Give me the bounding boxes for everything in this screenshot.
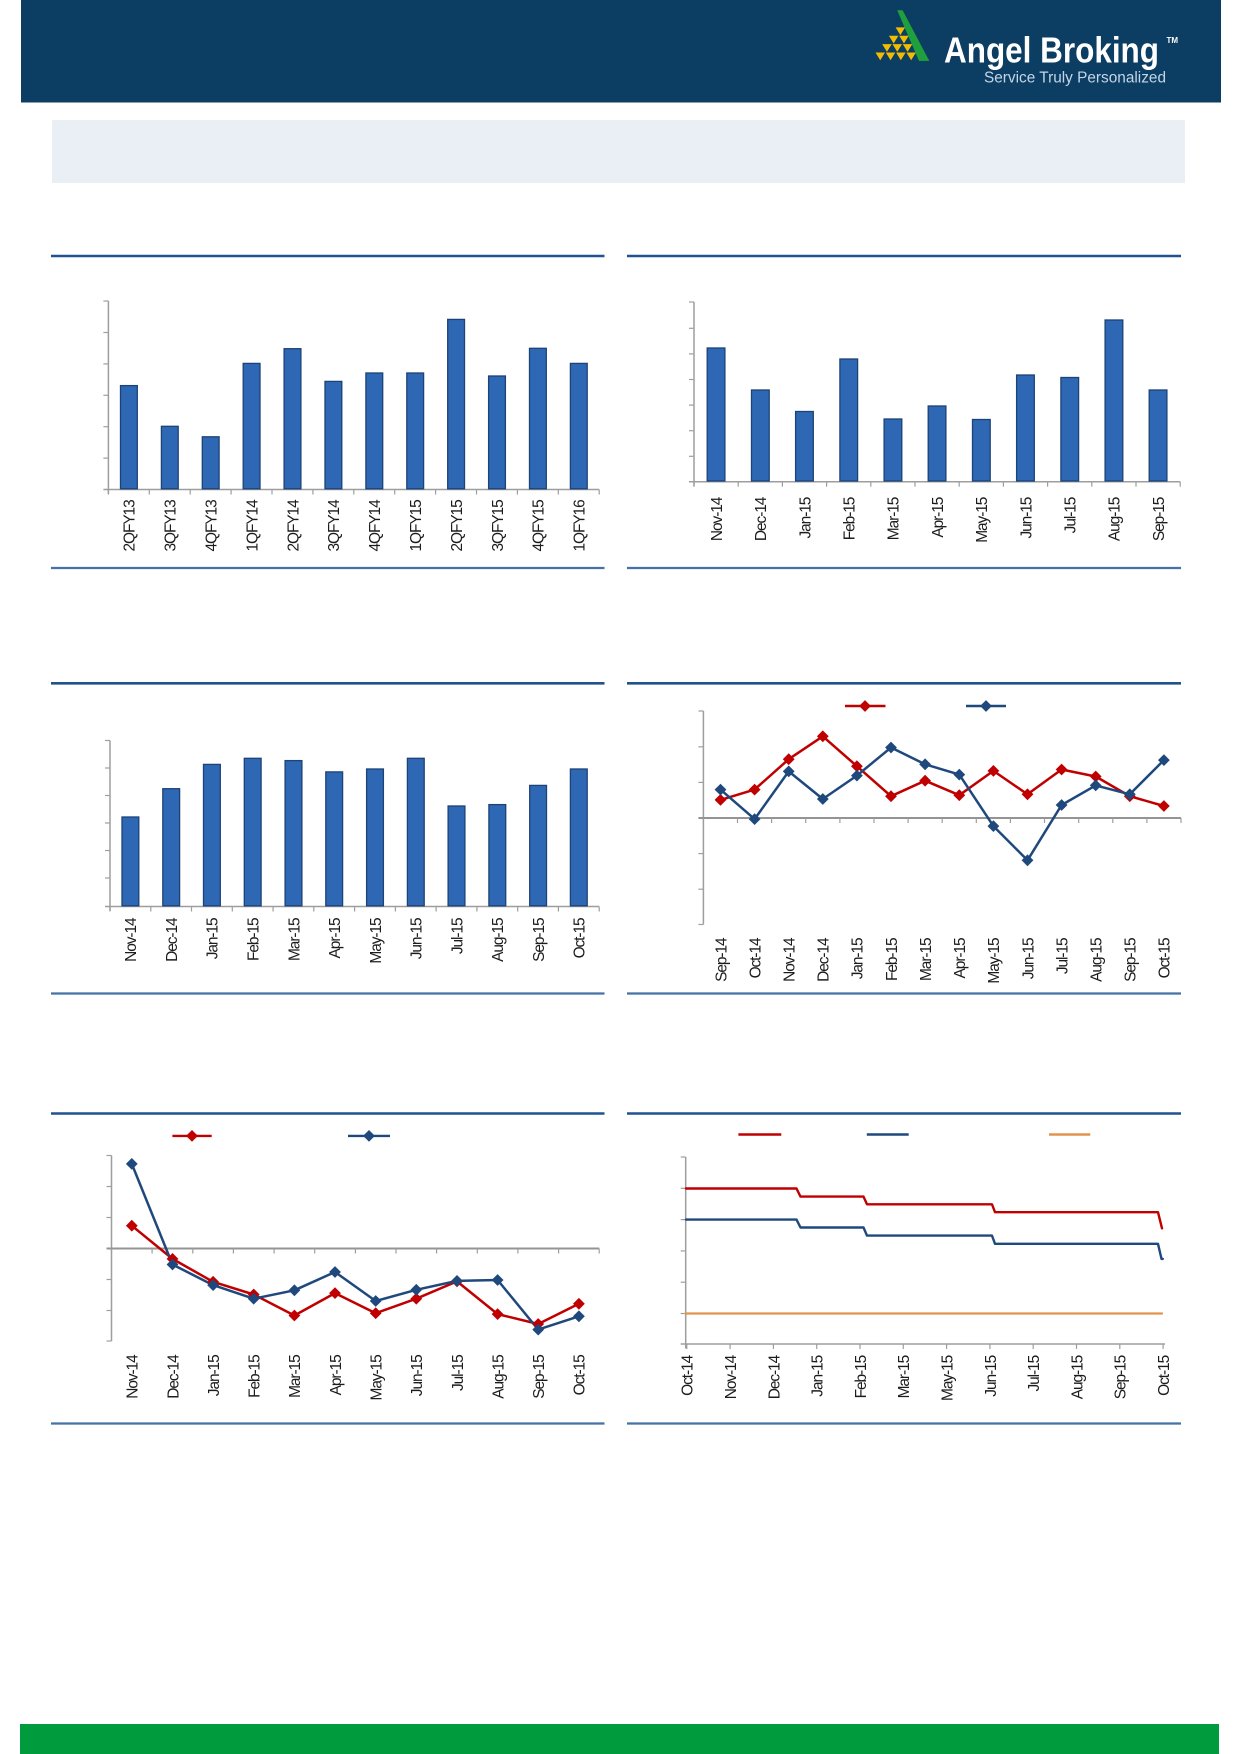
svg-text:Feb-15: Feb-15 — [247, 1355, 264, 1398]
svg-text:3QFY15: 3QFY15 — [490, 500, 507, 552]
svg-text:Jan-15: Jan-15 — [797, 497, 814, 538]
svg-text:Nov-14: Nov-14 — [123, 917, 140, 962]
svg-text:Apr-15: Apr-15 — [328, 1355, 345, 1395]
svg-text:Feb-15: Feb-15 — [842, 497, 859, 540]
svg-text:3QFY14: 3QFY14 — [326, 499, 343, 552]
svg-text:Nov-14: Nov-14 — [723, 1354, 740, 1399]
svg-text:Apr-15: Apr-15 — [327, 918, 344, 958]
svg-text:Sep-15: Sep-15 — [1113, 1355, 1130, 1399]
svg-text:Aug-15: Aug-15 — [490, 918, 507, 962]
svg-text:Mar-15: Mar-15 — [286, 918, 303, 961]
svg-text:Nov-14: Nov-14 — [709, 496, 726, 541]
svg-text:Nov-14: Nov-14 — [125, 1354, 142, 1399]
svg-text:Aug-15: Aug-15 — [490, 1355, 507, 1399]
svg-text:Jun-15: Jun-15 — [1018, 497, 1035, 538]
svg-text:Mar-15: Mar-15 — [287, 1355, 304, 1398]
svg-text:Oct-15: Oct-15 — [572, 1355, 589, 1395]
svg-text:4QFY13: 4QFY13 — [204, 500, 221, 552]
svg-text:Jun-15: Jun-15 — [1020, 938, 1037, 979]
svg-text:Jan-15: Jan-15 — [850, 938, 867, 979]
svg-text:Oct-15: Oct-15 — [1157, 938, 1174, 978]
svg-text:Mar-15: Mar-15 — [886, 497, 903, 540]
svg-text:Dec-14: Dec-14 — [165, 1354, 182, 1399]
svg-text:Feb-15: Feb-15 — [246, 918, 263, 961]
svg-text:2QFY13: 2QFY13 — [122, 500, 139, 552]
svg-text:Sep-15: Sep-15 — [531, 918, 548, 962]
svg-text:Mar-15: Mar-15 — [918, 938, 935, 981]
svg-text:Jun-15: Jun-15 — [409, 1355, 426, 1396]
svg-text:May-15: May-15 — [974, 497, 991, 543]
svg-text:Oct-15: Oct-15 — [572, 918, 589, 958]
svg-text:Sep-15: Sep-15 — [531, 1355, 548, 1399]
svg-text:May-15: May-15 — [940, 1355, 957, 1401]
svg-text:Oct-15: Oct-15 — [1156, 1355, 1173, 1395]
svg-text:Jun-15: Jun-15 — [409, 918, 426, 959]
svg-text:May-15: May-15 — [369, 1355, 386, 1401]
svg-text:Dec-14: Dec-14 — [164, 917, 181, 962]
svg-text:Dec-14: Dec-14 — [766, 1354, 783, 1399]
svg-text:Mar-15: Mar-15 — [896, 1355, 913, 1398]
svg-text:Dec-14: Dec-14 — [753, 496, 770, 541]
svg-text:Jul-15: Jul-15 — [1063, 497, 1080, 533]
svg-text:May-15: May-15 — [986, 938, 1003, 984]
svg-text:Jan-15: Jan-15 — [206, 1355, 223, 1396]
svg-text:Feb-15: Feb-15 — [853, 1355, 870, 1398]
svg-text:Jan-15: Jan-15 — [810, 1355, 827, 1396]
svg-text:1QFY16: 1QFY16 — [572, 500, 589, 552]
svg-text:Aug-15: Aug-15 — [1107, 497, 1124, 541]
svg-text:Feb-15: Feb-15 — [884, 938, 901, 981]
svg-text:Apr-15: Apr-15 — [952, 938, 969, 978]
svg-text:Aug-15: Aug-15 — [1069, 1355, 1086, 1399]
svg-text:Oct-14: Oct-14 — [680, 1354, 697, 1395]
svg-text:Dec-14: Dec-14 — [816, 937, 833, 982]
svg-text:4QFY14: 4QFY14 — [367, 499, 384, 552]
svg-text:2QFY15: 2QFY15 — [449, 500, 466, 552]
svg-text:Jul-15: Jul-15 — [1026, 1355, 1043, 1391]
svg-text:Sep-15: Sep-15 — [1151, 497, 1168, 541]
svg-text:Aug-15: Aug-15 — [1089, 938, 1106, 982]
svg-text:Sep-15: Sep-15 — [1123, 938, 1140, 982]
svg-text:Jul-15: Jul-15 — [1054, 938, 1071, 974]
svg-text:Oct-14: Oct-14 — [747, 937, 764, 978]
svg-text:1QFY14: 1QFY14 — [244, 499, 261, 552]
svg-text:TM: TM — [1167, 36, 1179, 45]
svg-text:Sep-14: Sep-14 — [713, 937, 730, 982]
svg-text:Jul-15: Jul-15 — [449, 918, 466, 954]
svg-text:4QFY15: 4QFY15 — [531, 500, 548, 552]
svg-text:2QFY14: 2QFY14 — [285, 499, 302, 552]
svg-text:Jun-15: Jun-15 — [983, 1355, 1000, 1396]
svg-text:Service Truly Personalized: Service Truly Personalized — [984, 70, 1166, 87]
svg-text:Apr-15: Apr-15 — [930, 497, 947, 537]
svg-text:Jul-15: Jul-15 — [450, 1355, 467, 1391]
svg-text:Nov-14: Nov-14 — [782, 937, 799, 982]
svg-text:Jan-15: Jan-15 — [205, 918, 222, 959]
svg-text:3QFY13: 3QFY13 — [163, 500, 180, 552]
svg-text:May-15: May-15 — [368, 918, 385, 964]
svg-text:Angel Broking: Angel Broking — [944, 30, 1159, 71]
svg-text:1QFY15: 1QFY15 — [408, 500, 425, 552]
